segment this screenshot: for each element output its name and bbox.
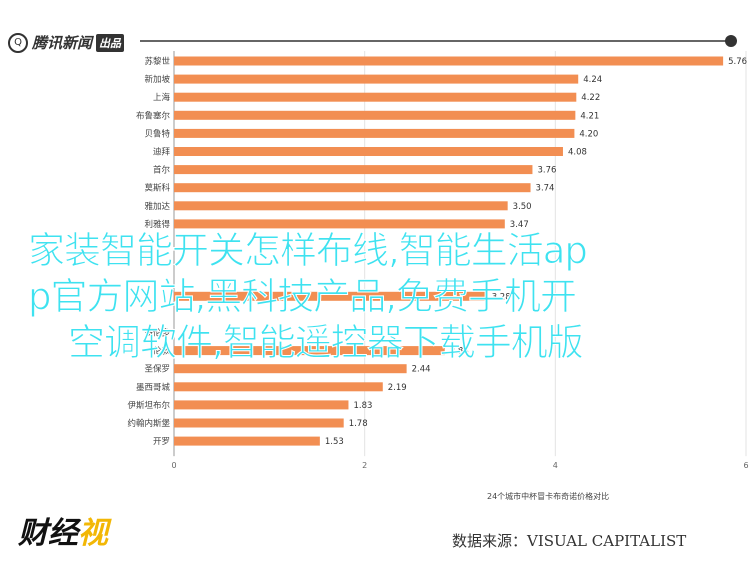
bar-1 (174, 74, 579, 84)
data-label-20: 1.78 (349, 419, 368, 429)
bar-20 (174, 418, 344, 428)
bar-0 (174, 56, 724, 66)
y-tick-label-20: 约翰内斯堡 (127, 418, 170, 429)
bar-16 (174, 346, 445, 356)
y-tick-label-6: 首尔 (153, 165, 171, 176)
bar-3 (174, 110, 576, 120)
overlay-line-1: 家装智能开关怎样布线,智能生活ap (28, 229, 589, 273)
data-label-0: 5.76 (728, 57, 747, 67)
data-label-3: 4.21 (580, 111, 599, 121)
data-label-21: 1.53 (325, 437, 344, 447)
data-label-4: 4.20 (579, 129, 598, 139)
brand-text: 财经 (18, 516, 78, 551)
bar-2 (174, 92, 577, 102)
data-label-7: 3.74 (536, 184, 555, 194)
data-label-18: 2.19 (388, 383, 407, 393)
tencent-news-logo: Q 腾讯新闻 出品 (8, 32, 125, 53)
x-tick-label-0: 0 (171, 461, 176, 470)
logo-circle-icon: Q (8, 32, 28, 53)
y-tick-label-1: 新加坡 (144, 74, 170, 85)
x-tick-label-2: 4 (553, 461, 558, 470)
logo-text: 腾讯新闻 (32, 34, 93, 52)
brand-accent: 视 (78, 516, 108, 551)
data-label-9: 3.47 (510, 220, 529, 230)
y-tick-label-0: 苏黎世 (144, 56, 170, 67)
caijing-brand-logo: 财经视 (18, 508, 108, 552)
data-label-17: 2.44 (412, 365, 431, 375)
logo-glyph: Q (14, 37, 22, 48)
bar-18 (174, 382, 383, 392)
header-divider (140, 40, 730, 42)
bar-4 (174, 128, 575, 138)
y-tick-label-15: 多伦多 (144, 328, 170, 339)
y-tick-label-7: 莫斯科 (144, 183, 170, 194)
bar-13 (174, 291, 487, 301)
x-axis-label: 24个城市中杯冒卡布奇诺价格对比 (487, 492, 610, 501)
logo-tag: 出品 (96, 33, 125, 52)
data-label-6: 3.76 (537, 166, 556, 176)
data-label-16: 2.84 (450, 347, 469, 357)
bar-6 (174, 165, 533, 175)
y-tick-label-4: 贝鲁特 (144, 128, 170, 139)
y-tick-label-5: 迪拜 (153, 147, 171, 158)
data-label-8: 3.50 (513, 202, 532, 212)
bar-5 (174, 147, 563, 156)
y-tick-label-16: 伦敦 (153, 346, 171, 357)
data-label-5: 4.08 (568, 148, 587, 158)
overlay-text: 家装智能开关怎样布线,智能生活ap p官方网站,黑科技产品,免费手机开 空调软件… (28, 228, 728, 366)
header-divider-dot (725, 35, 737, 47)
bar-9 (174, 219, 505, 229)
data-label-2: 4.22 (581, 93, 600, 103)
y-tick-label-19: 伊斯坦布尔 (127, 400, 170, 411)
y-tick-label-8: 雅加达 (144, 201, 170, 212)
y-tick-label-9: 利雅得 (144, 219, 170, 230)
y-tick-label-21: 开罗 (153, 437, 170, 447)
overlay-line-3: 空调软件,智能遥控器下载手机版 (68, 321, 585, 365)
data-label-13: 3.28 (492, 292, 511, 302)
x-tick-label-1: 2 (362, 461, 367, 470)
y-tick-label-17: 圣保罗 (144, 364, 170, 375)
bar-7 (174, 183, 531, 193)
data-label-19: 1.83 (353, 401, 372, 411)
y-tick-label-3: 布鲁塞尔 (136, 110, 171, 121)
bar-19 (174, 400, 349, 410)
x-tick-label-3: 6 (743, 461, 748, 470)
bar-21 (174, 436, 320, 446)
bar-17 (174, 364, 407, 374)
y-tick-label-2: 上海 (153, 92, 171, 103)
overlay-line-2: p官方网站,黑科技产品,免费手机开 (28, 275, 578, 319)
y-tick-label-18: 墨西哥城 (136, 383, 171, 393)
data-label-1: 4.24 (583, 75, 602, 85)
bar-8 (174, 201, 508, 211)
source-note: 数据来源：VISUAL CAPITALIST (452, 532, 687, 550)
